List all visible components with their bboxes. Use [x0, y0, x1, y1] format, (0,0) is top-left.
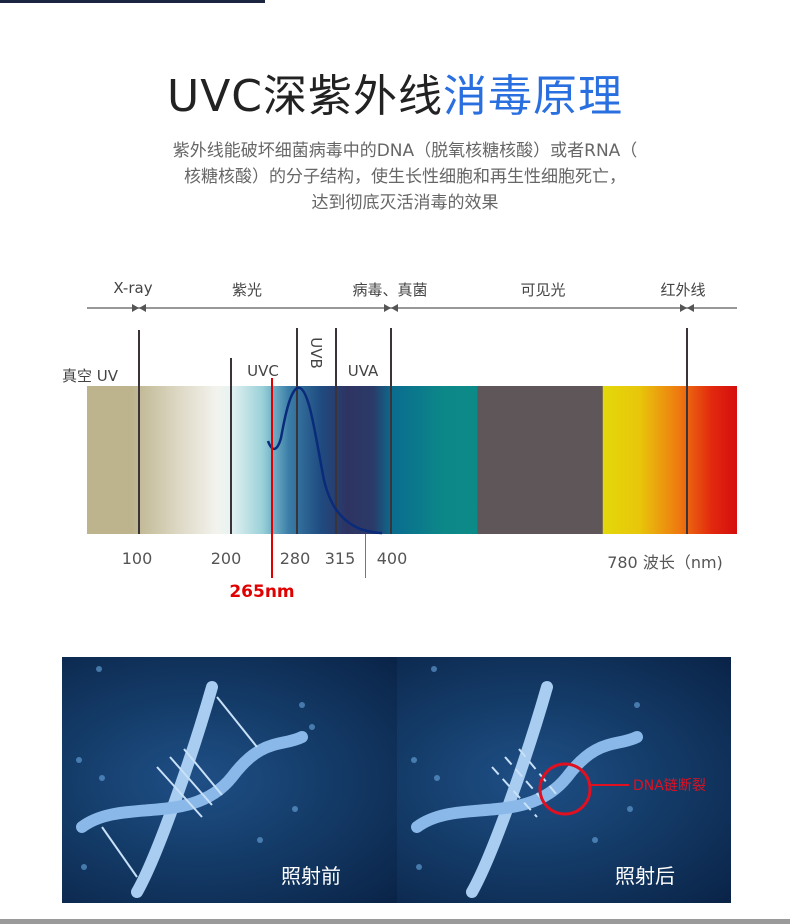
divider-400	[390, 328, 392, 534]
page-title: UVC深紫外线消毒原理	[0, 60, 790, 124]
description-line: 紫外线能破坏细菌病毒中的DNA（脱氧核糖核酸）或者RNA（	[172, 141, 638, 161]
tick-400: 400	[376, 549, 408, 568]
caption-before: 照射前	[281, 864, 341, 888]
dna-before-image: 照射前	[62, 657, 397, 903]
tick-280: 280	[279, 549, 311, 568]
pointer-line	[365, 534, 366, 578]
bottom-divider	[0, 919, 790, 924]
title-main: UVC深紫外线	[166, 71, 444, 122]
top-bar	[0, 0, 265, 3]
tick-315: 315	[324, 549, 356, 568]
absorption-curve	[266, 386, 383, 535]
region-violet: 紫光	[231, 281, 263, 299]
axis-arrows	[132, 304, 694, 312]
region-visible: 可见光	[520, 281, 566, 299]
dna-break-annotation: DNA链断裂	[633, 778, 706, 794]
tick-100: 100	[121, 549, 153, 568]
band-uva: UVA	[347, 362, 379, 380]
title-highlight: 消毒原理	[443, 71, 624, 122]
dna-after-image: DNA链断裂 照射后	[397, 657, 731, 903]
region-xray: X-ray	[113, 279, 153, 297]
band-vacuum-uv: 真空 UV	[61, 367, 119, 385]
divider-280	[296, 328, 298, 534]
tick-780-wavelength: 780 波长（nm)	[607, 553, 723, 572]
divider-100	[138, 330, 140, 534]
caption-after: 照射后	[615, 864, 675, 888]
description: 紫外线能破坏细菌病毒中的DNA（脱氧核糖核酸）或者RNA（ 核糖核酸）的分子结构…	[110, 138, 700, 216]
divider-200	[230, 358, 232, 534]
marker-265nm: 265nm	[229, 582, 295, 602]
dna-helix-icon	[76, 666, 315, 898]
spectrum-bar	[87, 386, 737, 534]
tick-200: 200	[210, 549, 242, 568]
region-infrared: 红外线	[660, 281, 706, 299]
description-line: 达到彻底灭活消毒的效果	[311, 193, 499, 213]
band-uvc: UVC	[247, 362, 279, 380]
region-virus-fungi: 病毒、真菌	[352, 281, 428, 299]
description-line: 核糖核酸）的分子结构，使生长性细胞和再生性细胞死亡，	[184, 167, 626, 187]
dna-helix-icon	[411, 666, 643, 898]
divider-780	[686, 328, 688, 534]
break-circle-icon	[538, 762, 592, 816]
divider-315	[335, 328, 337, 534]
band-uvb: UVB	[307, 337, 325, 369]
